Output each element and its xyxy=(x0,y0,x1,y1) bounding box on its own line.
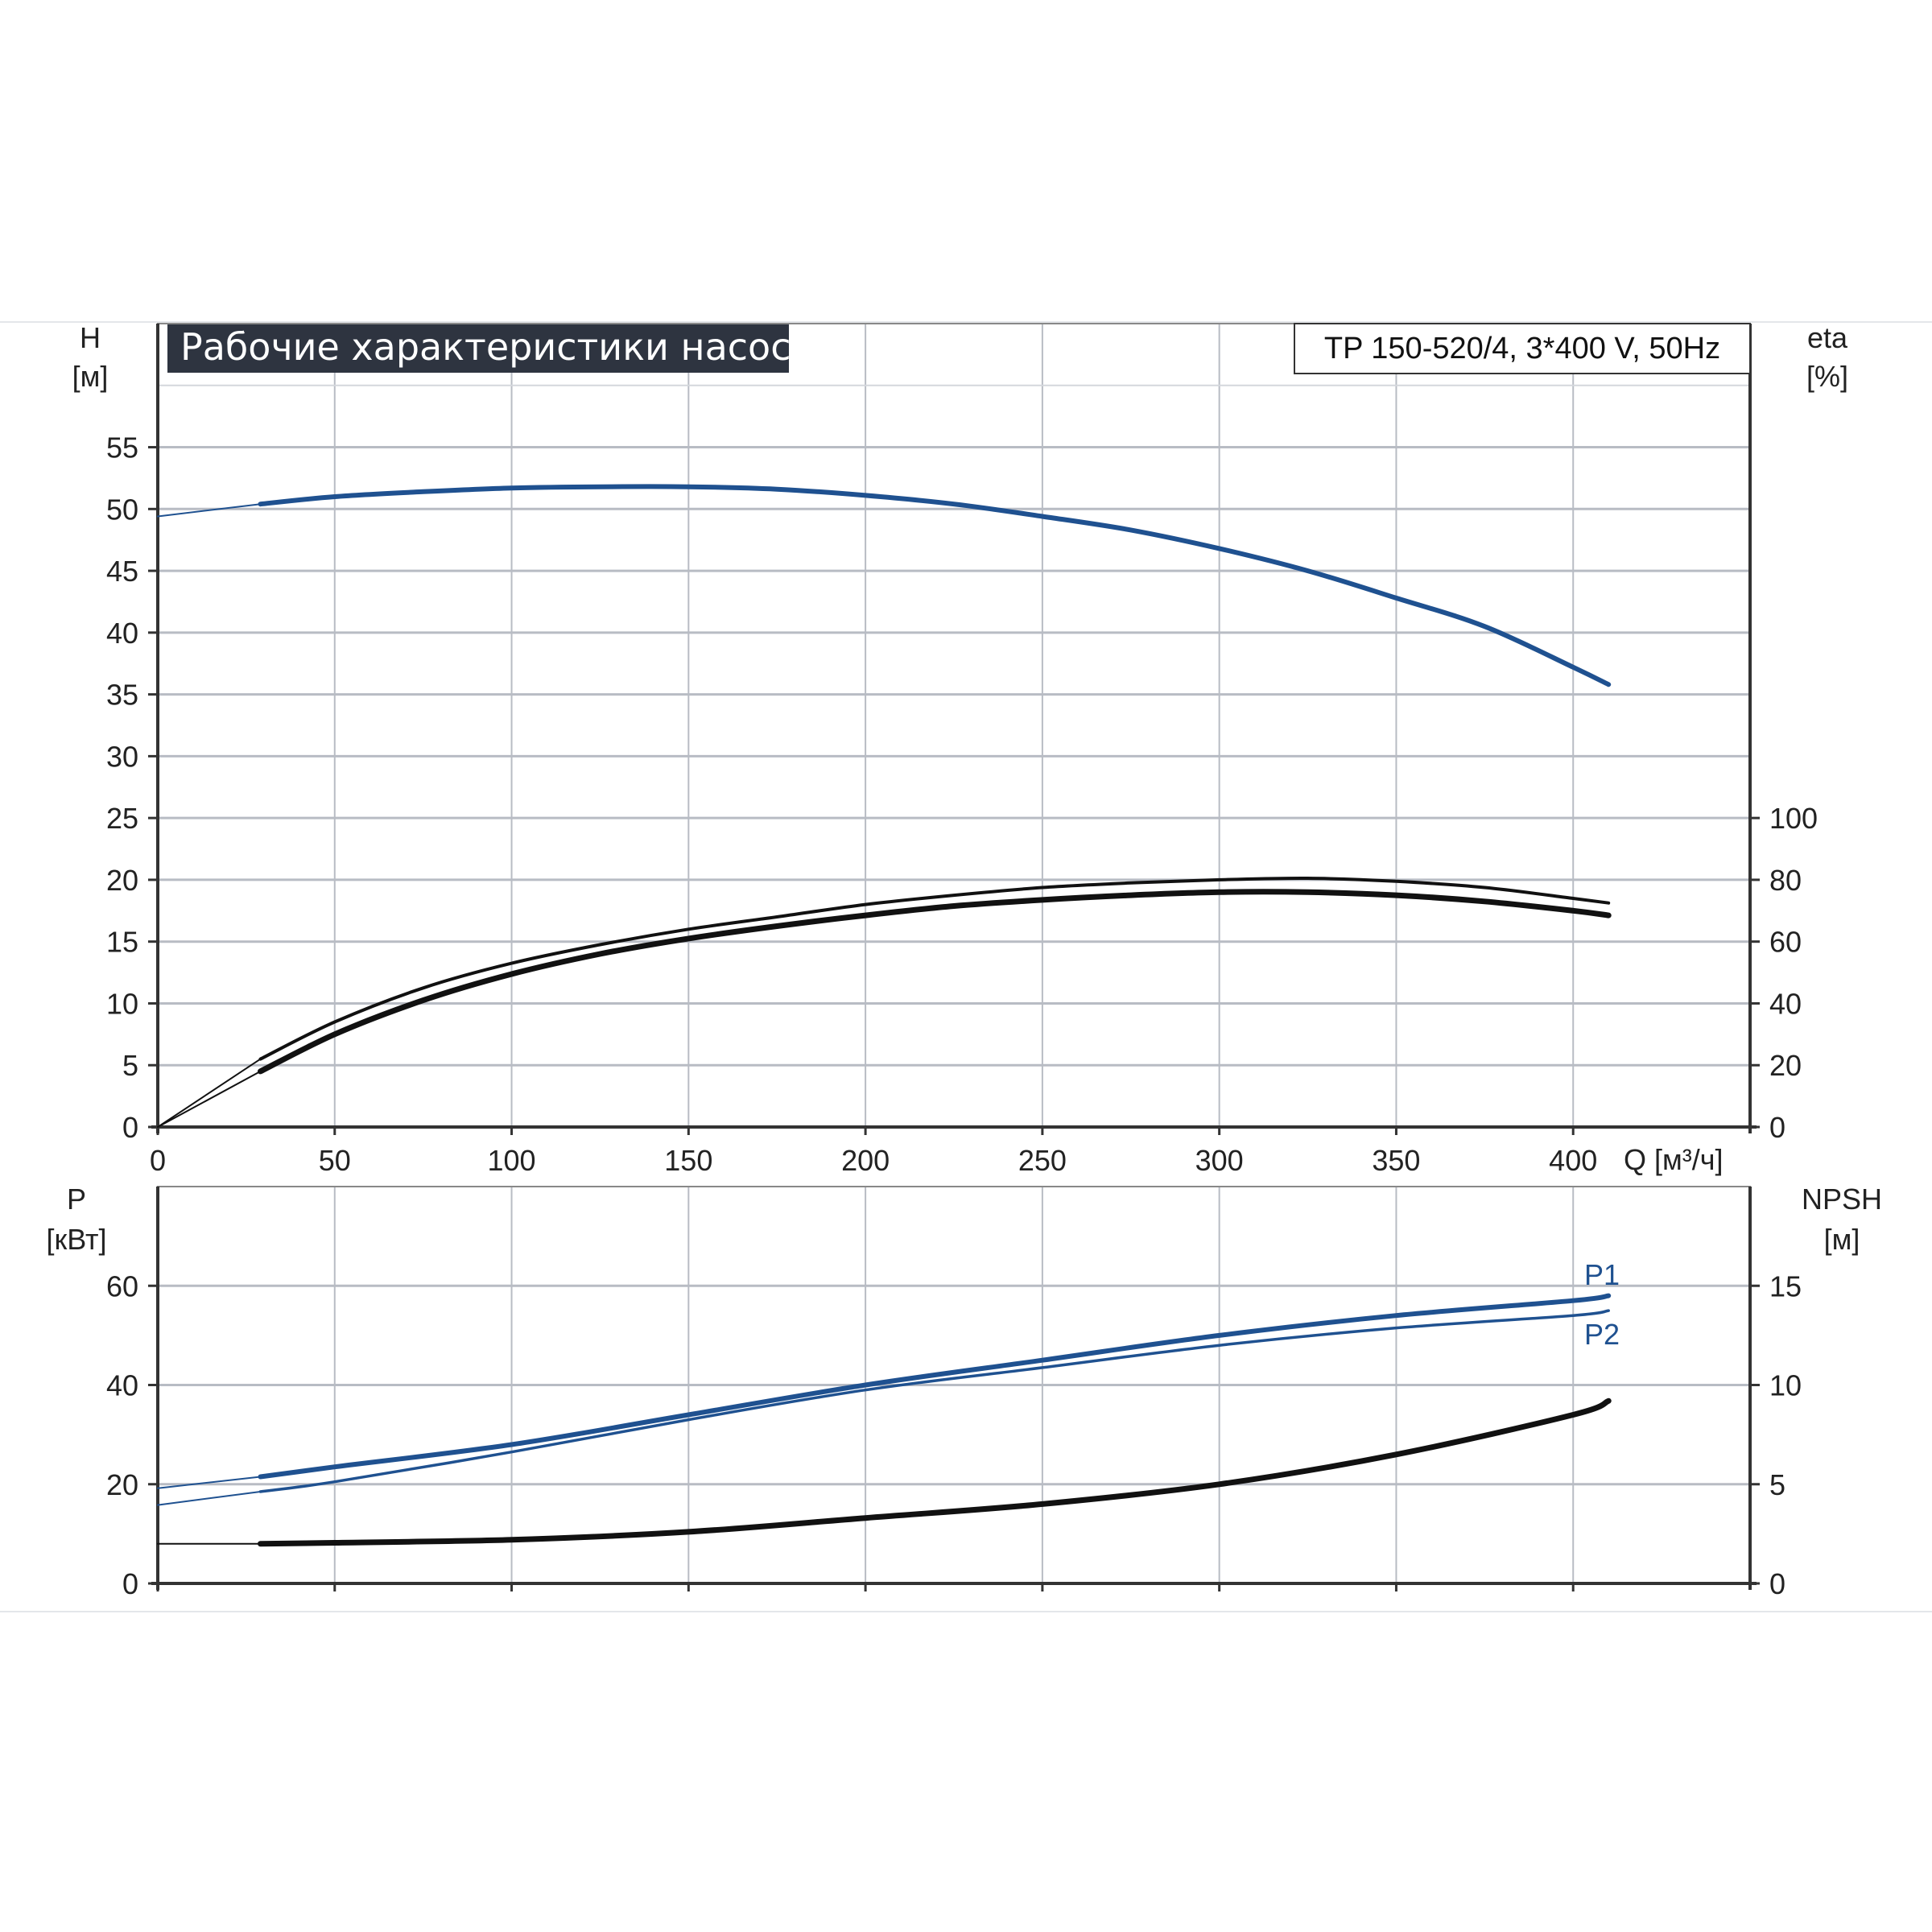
h-axis-label: H xyxy=(80,321,101,354)
x-tick-50: 50 xyxy=(319,1144,351,1177)
x-tick-100: 100 xyxy=(488,1144,536,1177)
x-tick-200: 200 xyxy=(841,1144,890,1177)
bottom-left-tick-20: 20 xyxy=(106,1468,138,1501)
bottom-chart-axes: 0 20 40 60 0 5 10 15 xyxy=(106,1186,1802,1600)
x-tick-300: 300 xyxy=(1195,1144,1244,1177)
bottom-series-NPSH xyxy=(258,1397,1612,1547)
top-left-tick-50: 50 xyxy=(106,493,138,526)
top-chart-grid xyxy=(158,324,1750,1127)
eta-axis-label: eta xyxy=(1807,321,1848,354)
bottom-series-P2 xyxy=(258,1309,1610,1493)
model-box xyxy=(1294,323,1751,374)
bottom-series-P1 xyxy=(258,1293,1612,1480)
top-left-tick-15: 15 xyxy=(106,926,138,959)
x-tick-350: 350 xyxy=(1372,1144,1420,1177)
top-series-eta-thick xyxy=(258,889,1612,1075)
p1-curve-label: P1 xyxy=(1584,1258,1620,1291)
top-left-tick-5: 5 xyxy=(122,1049,138,1082)
bottom-right-tick-0: 0 xyxy=(1769,1567,1785,1600)
bottom-right-tick-10: 10 xyxy=(1769,1369,1802,1402)
eta-axis-unit: [%] xyxy=(1806,360,1848,393)
bottom-left-tick-0: 0 xyxy=(122,1567,138,1600)
title-box xyxy=(167,324,789,373)
bottom-series-P1-extension xyxy=(157,1476,262,1489)
x-tick-400: 400 xyxy=(1549,1144,1597,1177)
top-chart-axes: 0 5 10 15 20 25 30 35 40 45 50 55 0 20 40 60 80 100 0 50 100… xyxy=(106,323,1818,1177)
bottom-chart-grid xyxy=(158,1187,1750,1583)
top-left-tick-0: 0 xyxy=(122,1111,138,1144)
bottom-right-tick-15: 15 xyxy=(1769,1269,1802,1302)
top-left-tick-10: 10 xyxy=(106,987,138,1020)
x-tick-250: 250 xyxy=(1018,1144,1067,1177)
top-right-tick-0: 0 xyxy=(1769,1111,1785,1144)
top-left-tick-55: 55 xyxy=(106,431,138,464)
model-label: TP 150-520/4, 3*400 V, 50Hz xyxy=(1324,332,1720,365)
top-right-tick-100: 100 xyxy=(1769,802,1818,835)
top-chart-series xyxy=(157,484,1612,1128)
top-left-tick-35: 35 xyxy=(106,679,138,712)
top-series-eta-extension-2 xyxy=(157,1070,262,1128)
p-axis-unit: [кВт] xyxy=(46,1223,106,1256)
top-right-tick-40: 40 xyxy=(1769,987,1802,1020)
p-axis-label: P xyxy=(67,1183,86,1216)
top-left-tick-25: 25 xyxy=(106,802,138,835)
top-left-tick-40: 40 xyxy=(106,617,138,650)
bottom-left-tick-60: 60 xyxy=(106,1269,138,1302)
h-axis-unit: [м] xyxy=(72,360,109,393)
npsh-axis-unit: [м] xyxy=(1824,1223,1860,1256)
top-left-tick-20: 20 xyxy=(106,864,138,897)
top-plot-frame xyxy=(157,323,1751,1128)
bottom-chart-series xyxy=(157,1293,1612,1547)
top-right-tick-80: 80 xyxy=(1769,864,1802,897)
bottom-right-tick-5: 5 xyxy=(1769,1468,1785,1501)
chart-title: Рабочие характеристики насоса xyxy=(180,325,814,369)
x-tick-0: 0 xyxy=(150,1144,166,1177)
p2-curve-label: P2 xyxy=(1584,1318,1620,1351)
top-left-tick-30: 30 xyxy=(106,740,138,773)
x-tick-150: 150 xyxy=(664,1144,712,1177)
top-right-tick-20: 20 xyxy=(1769,1049,1802,1082)
top-series-H xyxy=(258,484,1612,687)
npsh-axis-label: NPSH xyxy=(1802,1183,1882,1216)
top-series-eta-extension-1 xyxy=(157,1058,262,1128)
bottom-left-tick-40: 40 xyxy=(106,1369,138,1402)
bottom-series-P2-extension xyxy=(157,1491,262,1506)
q-axis-label: Q [м³/ч] xyxy=(1624,1143,1724,1176)
top-series-eta-thin xyxy=(258,876,1611,1061)
top-left-tick-45: 45 xyxy=(106,555,138,588)
top-right-tick-60: 60 xyxy=(1769,926,1802,959)
top-series-H-extension xyxy=(157,503,262,518)
